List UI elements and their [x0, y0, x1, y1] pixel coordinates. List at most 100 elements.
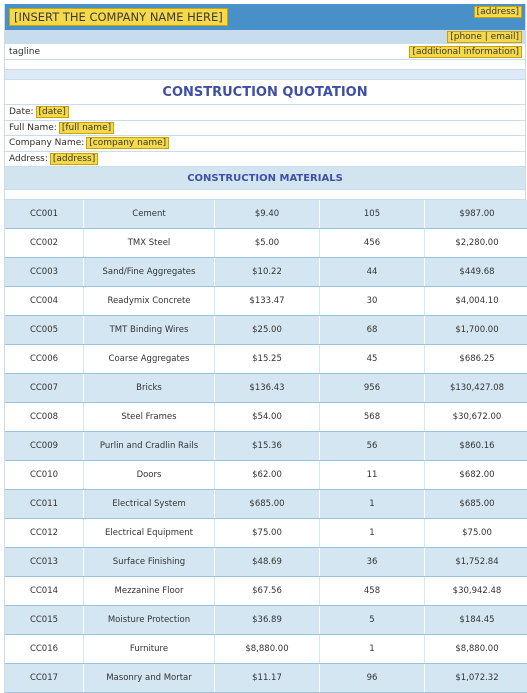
date-label: Date: — [9, 107, 34, 117]
material-code-cell[interactable]: CC016 — [5, 635, 84, 664]
material-price-cell[interactable]: $5.00 — [215, 229, 320, 258]
material-item-cell[interactable]: Electrical Equipment — [84, 519, 215, 548]
material-qty-cell[interactable]: 956 — [320, 374, 425, 403]
material-qty-cell[interactable]: 1 — [320, 635, 425, 664]
company-name-placeholder[interactable]: [INSERT THE COMPANY NAME HERE] — [9, 8, 228, 26]
material-qty-cell[interactable]: 1 — [320, 519, 425, 548]
material-qty-cell[interactable]: 44 — [320, 258, 425, 287]
address-label: Address: — [9, 154, 48, 164]
material-code-cell[interactable]: CC002 — [5, 229, 84, 258]
material-code-cell[interactable]: CC008 — [5, 403, 84, 432]
material-item-cell[interactable]: Coarse Aggregates — [84, 345, 215, 374]
material-total-cell[interactable]: $30,942.48 — [425, 577, 527, 606]
address-field[interactable]: [address] — [50, 153, 98, 165]
material-qty-cell[interactable]: 68 — [320, 316, 425, 345]
material-item-cell[interactable]: Sand/Fine Aggregates — [84, 258, 215, 287]
material-qty-cell[interactable]: 105 — [320, 200, 425, 229]
material-total-cell[interactable]: $130,427.08 — [425, 374, 527, 403]
material-code-cell[interactable]: CC012 — [5, 519, 84, 548]
material-code-cell[interactable]: CC004 — [5, 287, 84, 316]
material-total-cell[interactable]: $860.16 — [425, 432, 527, 461]
material-qty-cell[interactable]: 1 — [320, 490, 425, 519]
material-price-cell[interactable]: $8,880.00 — [215, 635, 320, 664]
material-code-cell[interactable]: CC013 — [5, 548, 84, 577]
material-code-cell[interactable]: CC010 — [5, 461, 84, 490]
tagline-text[interactable]: tagline — [9, 47, 40, 57]
material-code-cell[interactable]: CC007 — [5, 374, 84, 403]
material-price-cell[interactable]: $48.69 — [215, 548, 320, 577]
material-price-cell[interactable]: $15.36 — [215, 432, 320, 461]
material-item-cell[interactable]: Readymix Concrete — [84, 287, 215, 316]
material-code-cell[interactable]: CC005 — [5, 316, 84, 345]
material-qty-cell[interactable]: 56 — [320, 432, 425, 461]
material-price-cell[interactable]: $133.47 — [215, 287, 320, 316]
material-item-cell[interactable]: Cement — [84, 200, 215, 229]
material-code-cell[interactable]: CC015 — [5, 606, 84, 635]
material-total-cell[interactable]: $686.25 — [425, 345, 527, 374]
material-price-cell[interactable]: $136.43 — [215, 374, 320, 403]
material-qty-cell[interactable]: 36 — [320, 548, 425, 577]
address-cell[interactable]: [address] — [318, 4, 525, 30]
material-total-cell[interactable]: $1,752.84 — [425, 548, 527, 577]
material-total-cell[interactable]: $685.00 — [425, 490, 527, 519]
material-price-cell[interactable]: $25.00 — [215, 316, 320, 345]
material-code-cell[interactable]: CC009 — [5, 432, 84, 461]
material-item-cell[interactable]: TMX Steel — [84, 229, 215, 258]
material-qty-cell[interactable]: 568 — [320, 403, 425, 432]
material-total-cell[interactable]: $1,072.32 — [425, 664, 527, 693]
material-item-cell[interactable]: Mezzanine Floor — [84, 577, 215, 606]
date-field[interactable]: [date] — [36, 106, 69, 118]
material-item-cell[interactable]: Moisture Protection — [84, 606, 215, 635]
material-total-cell[interactable]: $184.45 — [425, 606, 527, 635]
phone-email-placeholder[interactable]: [phone | email] — [447, 31, 522, 43]
material-item-cell[interactable]: Electrical System — [84, 490, 215, 519]
company-name-cell[interactable]: [INSERT THE COMPANY NAME HERE] — [5, 4, 318, 30]
material-code-cell[interactable]: CC006 — [5, 345, 84, 374]
material-item-cell[interactable]: Bricks — [84, 374, 215, 403]
material-code-cell[interactable]: CC003 — [5, 258, 84, 287]
material-total-cell[interactable]: $682.00 — [425, 461, 527, 490]
material-total-cell[interactable]: $1,700.00 — [425, 316, 527, 345]
company-name-field[interactable]: [company name] — [86, 137, 169, 149]
material-item-cell[interactable]: Doors — [84, 461, 215, 490]
additional-info-placeholder[interactable]: [additional information] — [409, 46, 522, 58]
material-total-cell[interactable]: $8,880.00 — [425, 635, 527, 664]
material-qty-cell[interactable]: 11 — [320, 461, 425, 490]
material-price-cell[interactable]: $9.40 — [215, 200, 320, 229]
material-total-cell[interactable]: $987.00 — [425, 200, 527, 229]
material-item-cell[interactable]: Masonry and Mortar — [84, 664, 215, 693]
material-total-cell[interactable]: $2,280.00 — [425, 229, 527, 258]
material-item-cell[interactable]: Furniture — [84, 635, 215, 664]
material-item-cell[interactable]: Surface Finishing — [84, 548, 215, 577]
material-code-cell[interactable]: CC011 — [5, 490, 84, 519]
material-qty-cell[interactable]: 458 — [320, 577, 425, 606]
material-total-cell[interactable]: $75.00 — [425, 519, 527, 548]
material-total-cell[interactable]: $30,672.00 — [425, 403, 527, 432]
material-price-cell[interactable]: $685.00 — [215, 490, 320, 519]
material-code-cell[interactable]: CC014 — [5, 577, 84, 606]
material-price-cell[interactable]: $11.17 — [215, 664, 320, 693]
material-qty-cell[interactable]: 45 — [320, 345, 425, 374]
material-code-cell[interactable]: CC001 — [5, 200, 84, 229]
material-qty-cell[interactable]: 456 — [320, 229, 425, 258]
material-code-cell[interactable]: CC017 — [5, 664, 84, 693]
material-qty-cell[interactable]: 96 — [320, 664, 425, 693]
material-item-cell[interactable]: TMT Binding Wires — [84, 316, 215, 345]
material-qty-cell[interactable]: 5 — [320, 606, 425, 635]
address-placeholder[interactable]: [address] — [474, 6, 522, 18]
material-price-cell[interactable]: $62.00 — [215, 461, 320, 490]
material-total-cell[interactable]: $4,004.10 — [425, 287, 527, 316]
material-price-cell[interactable]: $36.89 — [215, 606, 320, 635]
full-name-field[interactable]: [full name] — [59, 122, 114, 134]
material-item-cell[interactable]: Purlin and Cradlin Rails — [84, 432, 215, 461]
material-total-cell[interactable]: $449.68 — [425, 258, 527, 287]
material-price-cell[interactable]: $75.00 — [215, 519, 320, 548]
material-price-cell[interactable]: $67.56 — [215, 577, 320, 606]
material-price-cell[interactable]: $10.22 — [215, 258, 320, 287]
material-item-cell[interactable]: Steel Frames — [84, 403, 215, 432]
material-price-cell[interactable]: $54.00 — [215, 403, 320, 432]
material-qty-cell[interactable]: 30 — [320, 287, 425, 316]
material-price-cell[interactable]: $15.25 — [215, 345, 320, 374]
